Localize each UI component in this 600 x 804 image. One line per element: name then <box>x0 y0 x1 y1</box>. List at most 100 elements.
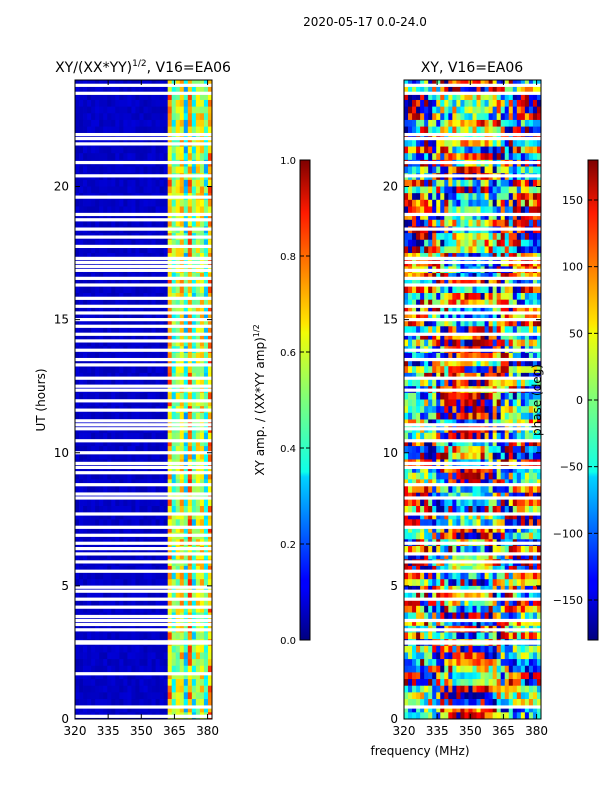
heatmap-cell <box>119 286 123 293</box>
flagged-row <box>75 235 212 238</box>
flagged-row <box>75 483 212 486</box>
heatmap-cell <box>448 326 452 333</box>
heatmap-cell <box>95 519 99 526</box>
heatmap-cell <box>460 100 464 107</box>
heatmap-cell <box>477 120 481 127</box>
heatmap-cell <box>501 187 505 194</box>
heatmap-cell <box>440 293 444 300</box>
heatmap-cell <box>168 433 172 440</box>
heatmap-cell <box>79 180 83 187</box>
heatmap-cell <box>99 413 103 420</box>
heatmap-cell <box>168 120 172 127</box>
heatmap-cell <box>91 506 95 513</box>
heatmap-cell <box>152 413 156 420</box>
heatmap-cell <box>509 366 513 373</box>
heatmap-cell <box>509 380 513 387</box>
heatmap-cell <box>412 127 416 134</box>
heatmap-cell <box>432 153 436 160</box>
heatmap-cell <box>168 393 172 400</box>
heatmap-cell <box>505 220 509 227</box>
y-tick-label: 0 <box>61 712 69 726</box>
heatmap-cell <box>180 692 184 699</box>
heatmap-cell <box>200 366 204 373</box>
heatmap-cell <box>440 206 444 213</box>
heatmap-cell <box>196 153 200 160</box>
heatmap-cell <box>131 187 135 194</box>
heatmap-cell <box>131 167 135 174</box>
heatmap-cell <box>123 499 127 506</box>
heatmap-cell <box>160 127 164 134</box>
heatmap-cell <box>481 286 485 293</box>
heatmap-cell <box>420 233 424 240</box>
heatmap-cell <box>168 286 172 293</box>
heatmap-cell <box>115 147 119 154</box>
heatmap-cell <box>192 573 196 580</box>
heatmap-cell <box>83 413 87 420</box>
flagged-row <box>75 512 212 515</box>
heatmap-cell <box>408 393 412 400</box>
heatmap-cell <box>513 193 517 200</box>
heatmap-cell <box>148 286 152 293</box>
heatmap-cell <box>412 113 416 120</box>
heatmap-cell <box>513 127 517 134</box>
heatmap-cell <box>184 413 188 420</box>
heatmap-cell <box>99 206 103 213</box>
heatmap-cell <box>156 686 160 693</box>
heatmap-cell <box>517 220 521 227</box>
x-tick-label: 335 <box>97 724 120 738</box>
heatmap-cell <box>184 393 188 400</box>
heatmap-cell <box>501 180 505 187</box>
heatmap-cell <box>103 632 107 639</box>
heatmap-cell <box>91 652 95 659</box>
heatmap-cell <box>493 167 497 174</box>
heatmap-cell <box>525 140 529 147</box>
heatmap-cell <box>111 206 115 213</box>
heatmap-cell <box>428 326 432 333</box>
heatmap-cell <box>464 233 468 240</box>
heatmap-cell <box>160 433 164 440</box>
heatmap-cell <box>123 659 127 666</box>
heatmap-cell <box>196 413 200 420</box>
heatmap-cell <box>131 679 135 686</box>
heatmap-cell <box>517 233 521 240</box>
heatmap-cell <box>123 393 127 400</box>
heatmap-cell <box>188 206 192 213</box>
heatmap-cell <box>176 486 180 493</box>
heatmap-cell <box>164 393 168 400</box>
heatmap-cell <box>168 187 172 194</box>
heatmap-cell <box>127 519 131 526</box>
heatmap-cell <box>513 206 517 213</box>
heatmap-cell <box>168 699 172 706</box>
heatmap-cell <box>152 113 156 120</box>
heatmap-cell <box>144 692 148 699</box>
heatmap-cell <box>440 366 444 373</box>
heatmap-cell <box>168 659 172 666</box>
heatmap-cell <box>152 579 156 586</box>
heatmap-cell <box>131 579 135 586</box>
heatmap-cell <box>485 113 489 120</box>
heatmap-cell <box>75 153 79 160</box>
heatmap-cell <box>404 286 408 293</box>
heatmap-cell <box>485 233 489 240</box>
heatmap-cell <box>493 293 497 300</box>
flagged-row <box>75 451 212 454</box>
heatmap-cell <box>176 692 180 699</box>
heatmap-cell <box>204 147 208 154</box>
heatmap-cell <box>123 200 127 207</box>
heatmap-cell <box>164 573 168 580</box>
heatmap-cell <box>404 246 408 253</box>
heatmap-cell <box>517 153 521 160</box>
heatmap-cell <box>188 632 192 639</box>
heatmap-cell <box>83 127 87 134</box>
heatmap-cell <box>172 200 176 207</box>
flagged-row <box>75 606 212 609</box>
heatmap-cell <box>489 140 493 147</box>
heatmap-cell <box>176 652 180 659</box>
heatmap-cell <box>192 692 196 699</box>
heatmap-cell <box>156 206 160 213</box>
heatmap-cell <box>148 413 152 420</box>
heatmap-cell <box>127 180 131 187</box>
heatmap-cell <box>204 107 208 114</box>
heatmap-cell <box>196 659 200 666</box>
heatmap-cell <box>408 127 412 134</box>
